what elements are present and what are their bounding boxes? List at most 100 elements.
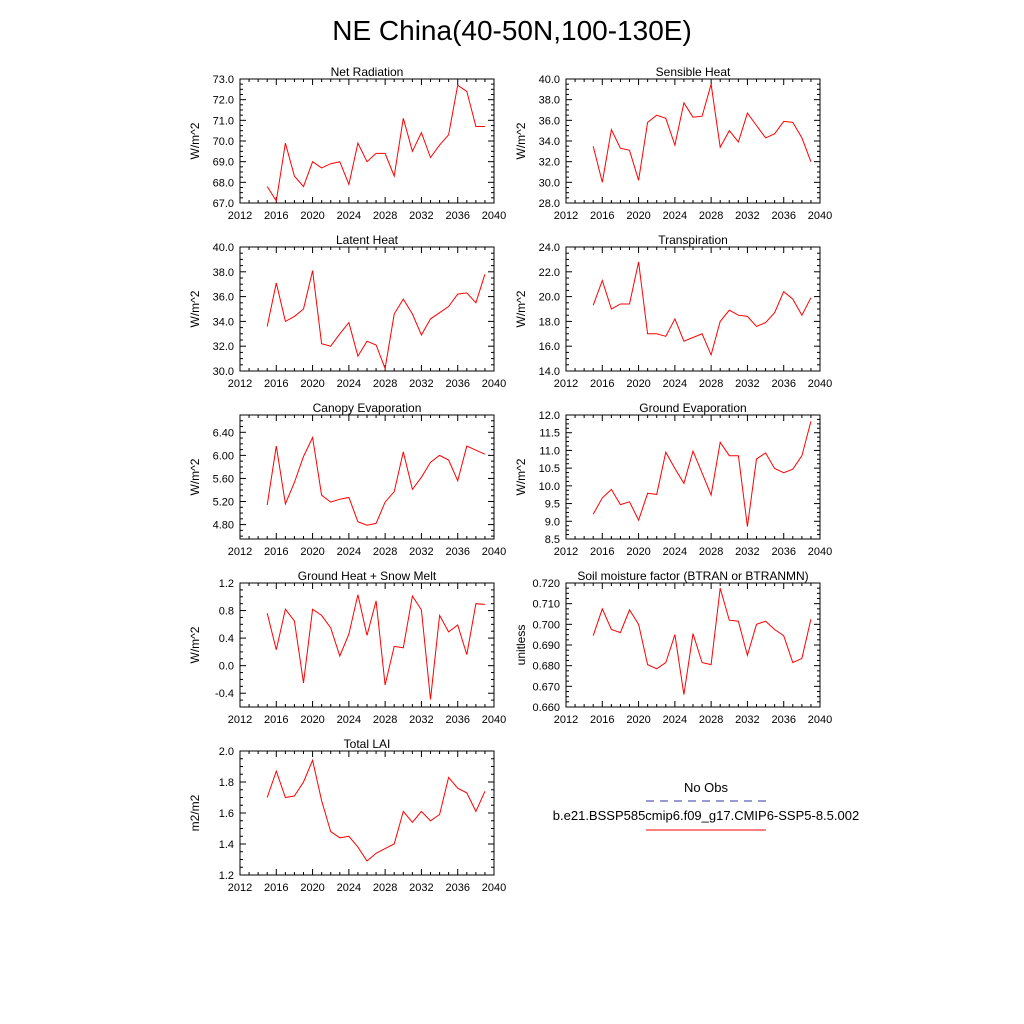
y-tick-label: 24.0 bbox=[539, 242, 560, 254]
plot-frame bbox=[565, 246, 821, 372]
x-tick-label: 2036 bbox=[771, 546, 795, 558]
x-tick-label: 2024 bbox=[337, 546, 361, 558]
legend: No Obs b.e21.BSSP585cmip6.f09_g17.CMIP6-… bbox=[553, 780, 859, 831]
series-line bbox=[592, 588, 812, 695]
x-tick-label: 2012 bbox=[554, 714, 578, 726]
x-tick-label: 2028 bbox=[373, 378, 397, 390]
x-tick-label: 2028 bbox=[699, 210, 723, 222]
x-tick-label: 2040 bbox=[482, 210, 506, 222]
y-tick-label: 2.0 bbox=[219, 746, 234, 758]
x-tick-label: 2032 bbox=[735, 546, 759, 558]
x-tick-label: 2040 bbox=[808, 714, 832, 726]
plot-frame bbox=[239, 582, 495, 708]
y-tick-label: 40.0 bbox=[539, 74, 560, 86]
y-tick-label: 6.40 bbox=[213, 427, 234, 439]
series-line bbox=[592, 421, 812, 527]
y-tick-label: 1.2 bbox=[219, 870, 234, 882]
panel-5: Canopy Evaporation W/m^2 2012 2016 2020 2024 2… bbox=[188, 401, 506, 558]
y-tick-label: 1.2 bbox=[219, 578, 234, 590]
x-tick-label: 2012 bbox=[554, 378, 578, 390]
y-tick-label: 71.0 bbox=[213, 115, 234, 127]
y-tick-label: 0.0 bbox=[219, 661, 234, 673]
y-tick-label: 0.710 bbox=[532, 599, 560, 611]
panel-2: Sensible Heat W/m^2 2012 2016 2020 2024 2028 20… bbox=[514, 65, 832, 222]
x-tick-label: 2012 bbox=[228, 714, 252, 726]
panel-6: Ground Evaporation W/m^2 2012 2016 2020 2024 2… bbox=[514, 401, 832, 558]
y-axis-label: W/m^2 bbox=[188, 122, 202, 159]
y-tick-label: 0.8 bbox=[219, 606, 234, 618]
panel-title: Ground Heat + Snow Melt bbox=[298, 569, 437, 583]
x-tick-label: 2028 bbox=[699, 546, 723, 558]
x-tick-label: 2024 bbox=[337, 210, 361, 222]
y-tick-label: 16.0 bbox=[539, 341, 560, 353]
y-tick-label: 73.0 bbox=[213, 74, 234, 86]
y-axis-label: W/m^2 bbox=[514, 458, 528, 495]
y-tick-label: 32.0 bbox=[213, 341, 234, 353]
y-tick-label: 8.5 bbox=[545, 534, 560, 546]
x-tick-label: 2036 bbox=[445, 210, 469, 222]
y-tick-label: 28.0 bbox=[539, 198, 560, 210]
x-tick-label: 2028 bbox=[373, 210, 397, 222]
panel-title: Sensible Heat bbox=[656, 65, 731, 79]
x-tick-label: 2012 bbox=[228, 210, 252, 222]
x-tick-label: 2032 bbox=[409, 546, 433, 558]
series-line bbox=[266, 270, 486, 371]
panel-title: Soil moisture factor (BTRAN or BTRANMN) bbox=[577, 569, 808, 583]
y-tick-label: 5.20 bbox=[213, 497, 234, 509]
x-tick-label: 2016 bbox=[264, 882, 288, 894]
y-tick-label: 22.0 bbox=[539, 267, 560, 279]
panels: Net Radiation W/m^2 2012 2016 2020 2024 2028 20… bbox=[188, 65, 832, 894]
panel-title: Transpiration bbox=[658, 233, 728, 247]
x-tick-label: 2020 bbox=[300, 882, 324, 894]
x-tick-label: 2036 bbox=[771, 378, 795, 390]
x-tick-label: 2028 bbox=[373, 546, 397, 558]
x-tick-label: 2016 bbox=[590, 210, 614, 222]
y-tick-label: 40.0 bbox=[213, 242, 234, 254]
x-tick-label: 2032 bbox=[409, 882, 433, 894]
x-tick-label: 2024 bbox=[663, 378, 687, 390]
x-tick-label: 2036 bbox=[771, 714, 795, 726]
x-tick-label: 2032 bbox=[409, 714, 433, 726]
x-tick-label: 2040 bbox=[482, 714, 506, 726]
x-tick-label: 2016 bbox=[590, 378, 614, 390]
y-tick-label: -0.4 bbox=[215, 688, 234, 700]
x-tick-label: 2020 bbox=[300, 210, 324, 222]
panel-title: Total LAI bbox=[344, 737, 391, 751]
plot-frame bbox=[239, 750, 495, 876]
y-tick-label: 18.0 bbox=[539, 316, 560, 328]
y-tick-label: 67.0 bbox=[213, 198, 234, 210]
legend-model-label: b.e21.BSSP585cmip6.f09_g17.CMIP6-SSP5-8.… bbox=[553, 808, 859, 823]
x-tick-label: 2020 bbox=[300, 546, 324, 558]
series-line bbox=[266, 594, 485, 700]
x-tick-label: 2020 bbox=[300, 378, 324, 390]
y-tick-label: 0.670 bbox=[532, 681, 560, 693]
legend-obs-label: No Obs bbox=[684, 780, 729, 795]
x-tick-label: 2016 bbox=[264, 546, 288, 558]
y-axis-label: W/m^2 bbox=[188, 626, 202, 663]
y-tick-label: 6.00 bbox=[213, 450, 234, 462]
y-tick-label: 70.0 bbox=[213, 136, 234, 148]
panel-4: Transpiration W/m^2 2012 2016 2020 2024 2028 20… bbox=[514, 233, 832, 390]
x-tick-label: 2012 bbox=[228, 882, 252, 894]
series-line bbox=[592, 84, 812, 183]
y-axis-label: W/m^2 bbox=[514, 290, 528, 327]
x-tick-label: 2020 bbox=[626, 210, 650, 222]
series-line bbox=[266, 758, 486, 862]
y-axis-label: W/m^2 bbox=[514, 122, 528, 159]
y-tick-label: 0.700 bbox=[532, 619, 560, 631]
series-line bbox=[266, 435, 486, 526]
x-tick-label: 2032 bbox=[409, 378, 433, 390]
y-tick-label: 32.0 bbox=[539, 157, 560, 169]
y-axis-label: W/m^2 bbox=[188, 458, 202, 495]
series-line bbox=[592, 261, 812, 357]
y-tick-label: 34.0 bbox=[539, 136, 560, 148]
y-tick-label: 68.0 bbox=[213, 177, 234, 189]
y-axis-label: W/m^2 bbox=[188, 290, 202, 327]
x-tick-label: 2036 bbox=[445, 378, 469, 390]
x-tick-label: 2040 bbox=[808, 210, 832, 222]
panel-1: Net Radiation W/m^2 2012 2016 2020 2024 2028 20… bbox=[188, 65, 506, 222]
y-tick-label: 0.4 bbox=[219, 633, 234, 645]
y-tick-label: 5.60 bbox=[213, 473, 234, 485]
x-tick-label: 2032 bbox=[735, 378, 759, 390]
x-tick-label: 2024 bbox=[337, 714, 361, 726]
